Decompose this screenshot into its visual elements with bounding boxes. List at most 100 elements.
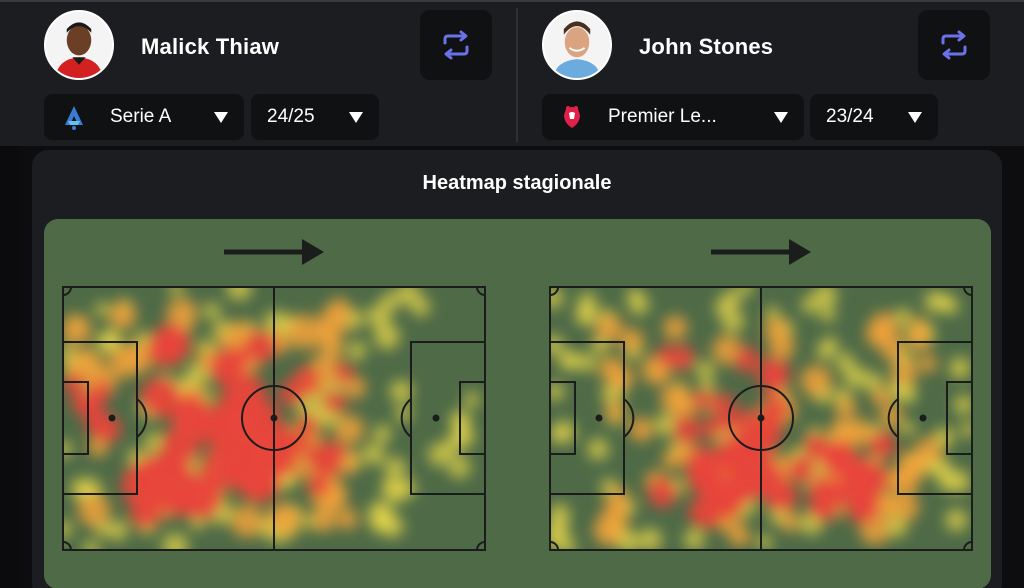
attack-direction-arrow-icon (711, 239, 811, 265)
heat-spot (169, 287, 184, 296)
league-dropdown[interactable]: Premier Le... (542, 94, 804, 140)
heat-spot (123, 343, 154, 374)
heat-spot (949, 357, 971, 379)
heat-spot (82, 540, 100, 550)
heat-spot (362, 443, 385, 465)
player-photo-icon (544, 12, 610, 78)
heat-spot (728, 524, 751, 547)
season-dropdown[interactable]: 24/25 (251, 94, 379, 140)
edge-shadow (0, 146, 20, 588)
heat-spot (880, 335, 905, 361)
heat-spot (381, 515, 404, 538)
heat-spot (721, 310, 745, 333)
heat-spot (845, 418, 873, 445)
heatmap-panel (44, 219, 991, 588)
heat-spot (184, 363, 210, 388)
season-dropdown[interactable]: 23/24 (810, 94, 938, 140)
heat-spot (781, 513, 800, 532)
player-photo-icon (46, 12, 112, 78)
heat-spot (243, 330, 277, 363)
heat-spot (765, 306, 780, 321)
heat-spot (177, 393, 208, 424)
heat-spot (63, 373, 85, 395)
heat-spot (319, 305, 351, 337)
heat-spot (821, 441, 856, 477)
heat-spot (550, 334, 564, 355)
swap-arrows-icon (941, 30, 967, 60)
heat-spot (463, 391, 480, 408)
player-avatar[interactable] (542, 10, 612, 80)
heat-spot (890, 492, 920, 522)
heat-spot (598, 356, 623, 381)
heat-spot (629, 417, 654, 442)
heat-spot (868, 431, 896, 459)
heat-spot (660, 383, 691, 414)
heat-spot (207, 351, 241, 384)
heat-spot (908, 329, 931, 352)
heat-spot (734, 346, 760, 373)
heat-spot (381, 292, 400, 311)
heat-spot (550, 427, 564, 442)
season-label: 23/24 (826, 106, 874, 127)
heat-spot (373, 424, 392, 444)
heat-spot (226, 287, 252, 301)
heat-spot (144, 432, 163, 451)
heat-spot (287, 314, 322, 350)
heat-spot (71, 391, 95, 415)
heat-spot (738, 287, 754, 295)
heat-spot (162, 533, 189, 550)
heat-spot (395, 405, 412, 422)
swap-player-button[interactable] (420, 10, 492, 80)
heat-spot (699, 378, 715, 393)
heat-spot (835, 397, 856, 418)
heat-spot (550, 382, 565, 401)
heat-spot (871, 386, 892, 407)
heat-spot (374, 323, 400, 350)
heat-spot (411, 297, 431, 317)
caret-down-icon (774, 111, 788, 123)
heat-spot (915, 436, 943, 464)
heat-spot (756, 534, 772, 550)
heat-spot (638, 528, 662, 550)
heat-spot (347, 341, 367, 360)
league-label: Serie A (110, 106, 172, 127)
heat-spot (826, 479, 853, 506)
heat-spot (550, 287, 564, 309)
heat-spot (686, 460, 721, 495)
heat-spot (577, 353, 596, 372)
heat-spot (647, 477, 678, 508)
heat-spot (268, 502, 301, 536)
heat-spot (885, 515, 908, 538)
heat-spot (344, 377, 367, 399)
heat-spot (595, 314, 623, 342)
league-dropdown[interactable]: Serie A (44, 94, 244, 140)
heat-spot (297, 413, 319, 435)
heat-spot (813, 287, 838, 307)
heat-spot (384, 457, 407, 479)
heat-spot (87, 436, 109, 457)
heat-spot (207, 419, 249, 460)
swap-arrows-icon (443, 30, 469, 60)
swap-player-button[interactable] (918, 10, 990, 80)
player-avatar[interactable] (44, 10, 114, 80)
caret-down-icon (908, 111, 922, 123)
heat-spot (763, 317, 789, 343)
heat-spot (311, 507, 337, 532)
heatmap-pitches (62, 239, 973, 551)
heat-spot (689, 496, 722, 529)
heat-spot (692, 389, 713, 410)
heat-spot (334, 414, 365, 445)
heat-spot (663, 315, 688, 340)
season-label: 24/25 (267, 106, 315, 127)
heat-spot (593, 514, 624, 546)
heat-spot (835, 352, 854, 371)
pitch-left (62, 286, 486, 551)
heat-spot (323, 486, 347, 510)
heat-spot (447, 455, 471, 479)
heat-spot (146, 329, 185, 368)
heat-spot (605, 400, 627, 422)
heat-spot (577, 306, 592, 321)
heat-spot (367, 304, 391, 329)
heat-spot (960, 421, 972, 437)
heat-spot (389, 380, 413, 403)
